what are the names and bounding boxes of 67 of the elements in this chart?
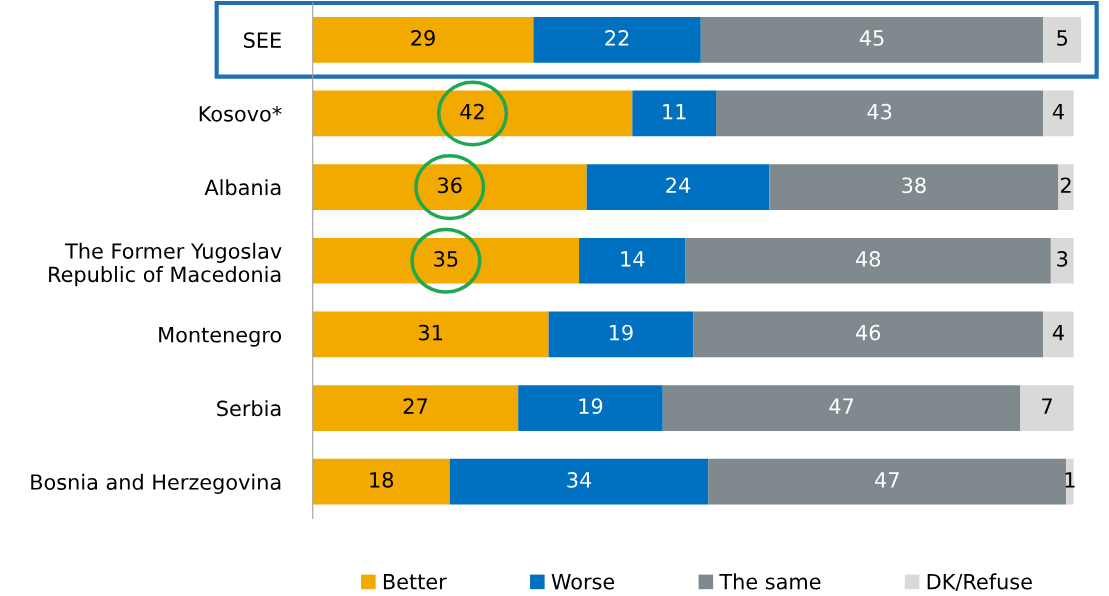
bar [1020,385,1074,431]
bar [518,385,663,431]
y-tick-label: Montenegro [159,327,282,347]
data-label: 4 [1052,324,1064,341]
bar [700,16,1044,63]
y-tick-label: Bosnia and Herzegovina [31,473,281,494]
bar [312,458,450,505]
bar [312,385,519,431]
data-label: 29 [411,30,435,46]
data-label: 2 [1060,177,1071,193]
bar [312,237,580,284]
data-label: 34 [567,471,592,488]
data-label: 27 [403,398,427,414]
legend-label: DK/Refuse [927,573,1032,592]
bar [312,164,587,210]
bar [1058,164,1074,210]
y-tick-label: SEE [244,32,281,49]
data-label: 3 [1057,251,1068,267]
bar [312,311,549,358]
bar [586,164,770,210]
bar [1043,16,1082,63]
data-label: 14 [621,251,645,267]
bar [1043,90,1074,137]
data-label: 7 [1042,398,1052,414]
y-tick-label: Serbia [217,400,281,417]
data-label: 38 [902,177,926,194]
data-label: 19 [609,324,633,341]
data-label: 45 [859,30,884,46]
data-label: 48 [855,251,881,267]
bar [579,237,686,284]
data-label: 36 [438,177,462,194]
data-label: 43 [867,103,892,120]
data-label: 24 [666,177,691,193]
data-label: 47 [875,472,899,488]
data-label: 31 [419,324,443,341]
bar [769,164,1059,210]
bar [1050,237,1074,284]
legend-label: The same [719,573,821,590]
data-label: 42 [460,103,484,120]
bar [685,237,1051,284]
legend-label: Better [383,574,447,590]
y-tick-label: Albania [204,179,281,196]
y-tick-label: Kosovo* [199,105,282,122]
bar [632,90,717,137]
data-label: 35 [434,251,458,267]
data-label: 46 [855,324,881,341]
bar [1043,311,1074,358]
bar [449,458,709,505]
bar [716,90,1044,137]
bar [1066,458,1074,505]
data-label: 22 [605,30,629,46]
data-label: 47 [829,398,854,414]
data-label: 5 [1057,30,1068,46]
data-label: 19 [579,398,603,415]
bar [548,311,694,358]
data-label: 4 [1052,104,1064,120]
bar [312,90,633,137]
bar [708,458,1067,505]
data-label: 11 [663,104,686,120]
data-label: 18 [370,471,394,488]
bar [693,311,1044,358]
legend-label: Worse [551,574,615,590]
bar [662,385,1021,431]
y-tick-label: The Former Yugoslav Republic of Macedonia [49,242,282,287]
bar [312,16,534,63]
bar [533,16,701,63]
data-label: 1 [1065,472,1075,488]
